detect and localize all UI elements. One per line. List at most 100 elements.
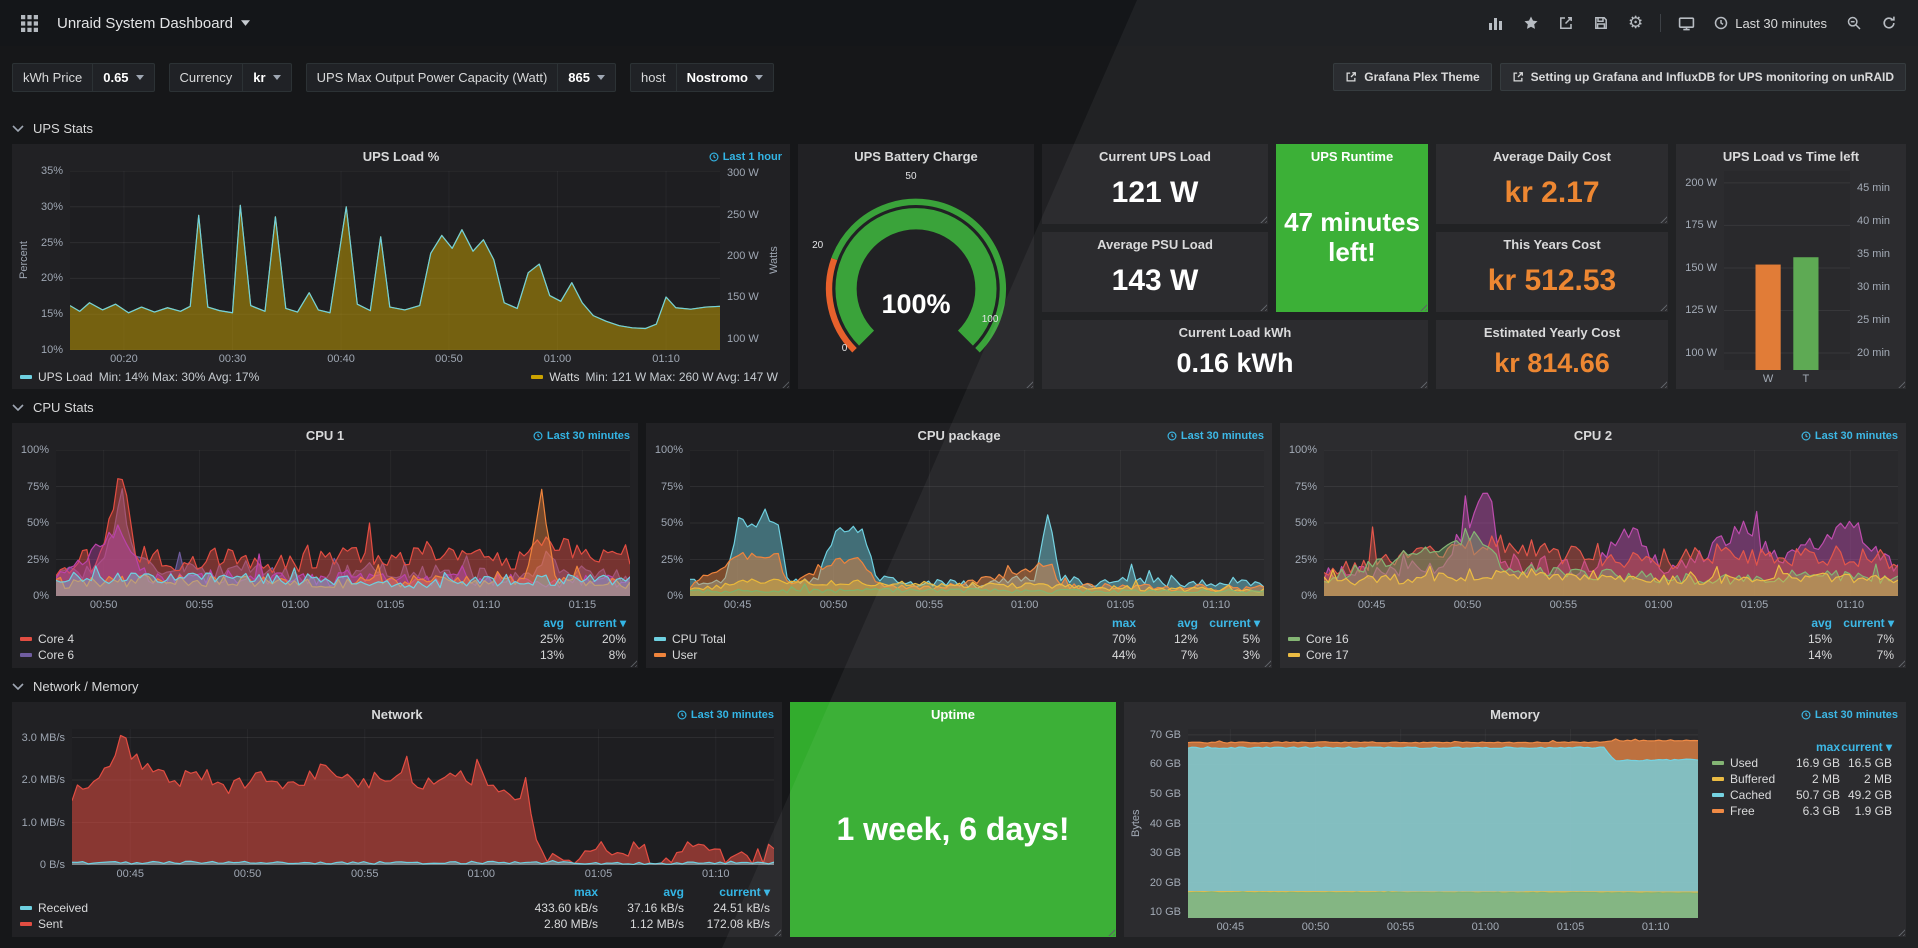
- section-cpu-stats[interactable]: CPU Stats: [0, 389, 1918, 423]
- template-variables: kWh Price 0.65 Currency kr UPS Max Outpu…: [12, 63, 774, 92]
- settings-button[interactable]: ⚙: [1619, 8, 1652, 38]
- legend-column-avg[interactable]: avg: [1811, 616, 1832, 630]
- share-button[interactable]: [1549, 8, 1583, 38]
- resize-handle[interactable]: [1258, 214, 1267, 223]
- axis-tick: 60 GB: [1149, 758, 1181, 771]
- dashboard-picker-button[interactable]: [12, 8, 47, 39]
- zoom-out-button[interactable]: [1837, 8, 1871, 38]
- legend-item[interactable]: Sent: [20, 917, 512, 931]
- legend-item[interactable]: Core 16: [1288, 632, 1770, 646]
- resize-handle[interactable]: [772, 927, 781, 936]
- legend: max avg current ▾ Received 433.60 kB/s 37.16 …: [16, 882, 774, 935]
- resize-handle[interactable]: [1262, 658, 1271, 667]
- refresh-button[interactable]: [1872, 8, 1906, 38]
- panel-header[interactable]: Average Daily Cost: [1436, 144, 1668, 169]
- variable-currency[interactable]: Currency kr: [168, 63, 292, 92]
- variable-value-dropdown[interactable]: 865: [557, 64, 615, 91]
- panel-header[interactable]: Average PSU Load: [1042, 232, 1268, 257]
- legend-item[interactable]: Core 17: [1288, 648, 1770, 662]
- panel-header[interactable]: CPU 1 Last 30 minutes: [12, 423, 638, 448]
- legend-column-max[interactable]: max: [1111, 616, 1136, 630]
- time-override-label: Last 1 hour: [722, 150, 782, 163]
- resize-handle[interactable]: [1658, 214, 1667, 223]
- add-panel-button[interactable]: [1479, 8, 1513, 38]
- resize-handle[interactable]: [780, 379, 789, 388]
- link-grafana-plex-theme[interactable]: Grafana Plex Theme: [1333, 63, 1492, 91]
- panel-header[interactable]: CPU 2 Last 30 minutes: [1280, 423, 1906, 448]
- resize-handle[interactable]: [1658, 302, 1667, 311]
- series-Core 19: [1324, 527, 1898, 575]
- panel-header[interactable]: CPU package Last 30 minutes: [646, 423, 1272, 448]
- panel-header[interactable]: Network Last 30 minutes: [12, 702, 782, 727]
- dashboard-title[interactable]: Unraid System Dashboard: [57, 15, 250, 32]
- resize-handle[interactable]: [1896, 927, 1905, 936]
- panel-header[interactable]: Estimated Yearly Cost: [1436, 320, 1668, 345]
- series-User: [690, 553, 1264, 592]
- legend-item[interactable]: CPU Total: [654, 632, 1074, 646]
- legend-item[interactable]: Buffered: [1712, 772, 1788, 786]
- variable-value-dropdown[interactable]: kr: [242, 64, 290, 91]
- resize-handle[interactable]: [1896, 379, 1905, 388]
- legend-column-avg[interactable]: avg: [1177, 616, 1198, 630]
- legend-row: CPU Total 70% 12% 5%: [654, 631, 1260, 647]
- panel-header[interactable]: This Years Cost: [1436, 232, 1668, 257]
- resize-handle[interactable]: [1258, 302, 1267, 311]
- legend-item[interactable]: Core 4: [20, 632, 502, 646]
- axis-tick: 01:05: [376, 599, 405, 611]
- panel-header[interactable]: UPS Runtime: [1276, 144, 1428, 169]
- variable-value-dropdown[interactable]: Nostromo: [675, 64, 773, 91]
- legend-item[interactable]: Used: [1712, 756, 1788, 770]
- resize-handle[interactable]: [1024, 379, 1033, 388]
- resize-handle[interactable]: [1418, 379, 1427, 388]
- variable-value-dropdown[interactable]: 0.65: [92, 64, 153, 91]
- panel-header[interactable]: UPS Load % Last 1 hour: [12, 144, 790, 169]
- axis-tick: 25 min: [1857, 314, 1891, 327]
- panel-header[interactable]: UPS Battery Charge: [798, 144, 1034, 169]
- variable-ups-max-output[interactable]: UPS Max Output Power Capacity (Watt) 865: [305, 63, 616, 92]
- legend-item[interactable]: UPS Load Min: 14% Max: 30% Avg: 17%: [20, 370, 259, 384]
- panel-title: Average PSU Load: [1097, 237, 1213, 252]
- gauge-outer-arc: [831, 198, 1007, 353]
- panel-header[interactable]: Current Load kWh: [1042, 320, 1428, 345]
- axis-tick: 50%: [26, 517, 49, 529]
- legend-column-current[interactable]: current ▾: [719, 885, 770, 899]
- panel-header[interactable]: Memory Last 30 minutes: [1124, 702, 1906, 727]
- legend-item[interactable]: Core 6: [20, 648, 502, 662]
- panel-header[interactable]: Uptime: [790, 702, 1116, 727]
- panel-header[interactable]: Current UPS Load: [1042, 144, 1268, 169]
- variable-kwh-price[interactable]: kWh Price 0.65: [12, 63, 155, 92]
- legend-column-current[interactable]: current ▾: [1209, 616, 1260, 630]
- tv-mode-button[interactable]: [1669, 8, 1704, 39]
- axis-tick: T: [1802, 373, 1810, 385]
- axis-tick: 00:45: [1357, 599, 1386, 611]
- legend-item[interactable]: Cached: [1712, 788, 1788, 802]
- legend-column-max[interactable]: max: [573, 885, 598, 899]
- legend-item[interactable]: Received: [20, 901, 512, 915]
- resize-handle[interactable]: [1896, 658, 1905, 667]
- graph-main: 100% 75% 50% 25% 0% 00:45 00:50 00:55 01:00 01:05…: [650, 444, 1264, 666]
- legend-item[interactable]: Free: [1712, 804, 1788, 818]
- legend-item[interactable]: Watts Min: 121 W Max: 260 W Avg: 147 W: [531, 370, 778, 384]
- legend-column-max[interactable]: max: [1815, 740, 1840, 754]
- resize-handle[interactable]: [1106, 927, 1115, 936]
- resize-handle[interactable]: [1658, 379, 1667, 388]
- legend-column-current[interactable]: current ▾: [575, 616, 626, 630]
- axis-tick: 01:05: [584, 868, 613, 880]
- panel-header[interactable]: UPS Load vs Time left: [1676, 144, 1906, 169]
- legend-column-current[interactable]: current ▾: [1841, 740, 1892, 754]
- favorite-button[interactable]: [1514, 8, 1548, 38]
- legend-column-current[interactable]: current ▾: [1843, 616, 1894, 630]
- legend-column-avg[interactable]: avg: [543, 616, 564, 630]
- legend-column-avg[interactable]: avg: [663, 885, 684, 899]
- time-range-button[interactable]: Last 30 minutes: [1705, 9, 1836, 38]
- section-network-memory[interactable]: Network / Memory: [0, 668, 1918, 702]
- legend-item[interactable]: User: [654, 648, 1074, 662]
- resize-handle[interactable]: [1418, 302, 1427, 311]
- save-button[interactable]: [1584, 8, 1618, 38]
- plot-area: [1324, 450, 1898, 596]
- resize-handle[interactable]: [628, 658, 637, 667]
- link-ups-monitoring-guide[interactable]: Setting up Grafana and InfluxDB for UPS …: [1499, 63, 1906, 91]
- section-ups-stats[interactable]: UPS Stats: [0, 110, 1918, 144]
- variable-host[interactable]: host Nostromo: [630, 63, 774, 92]
- panel-title: Estimated Yearly Cost: [1483, 325, 1621, 340]
